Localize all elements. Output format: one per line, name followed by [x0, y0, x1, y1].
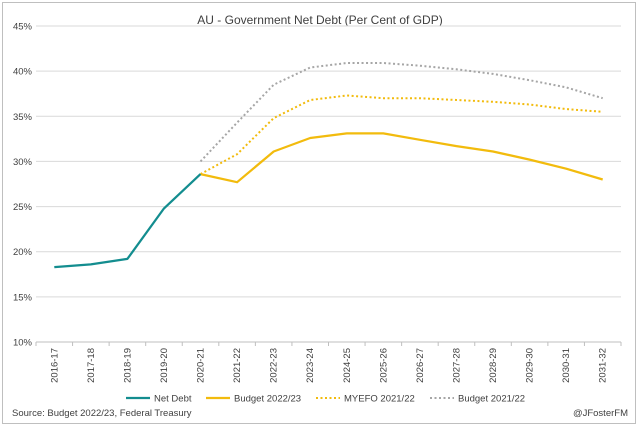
- x-axis: [35, 341, 622, 346]
- x-tick-label: 2031-32: [598, 348, 609, 383]
- author-credit: @JFosterFM: [573, 408, 628, 419]
- gridlines: [36, 25, 621, 343]
- legend-label: Budget 2022/23: [234, 394, 301, 405]
- x-tick-label: 2029-30: [525, 348, 536, 383]
- x-tick-label: 2016-17: [49, 348, 60, 383]
- legend: Net Debt Budget 2022/23 MYEFO 2021/22 Budge…: [126, 394, 525, 405]
- x-tick-label: 2030-31: [561, 348, 572, 383]
- x-tick-label: 2021-22: [232, 348, 243, 383]
- legend-label: Net Debt: [154, 394, 192, 405]
- legend-label: Budget 2021/22: [458, 394, 525, 405]
- series-line-budget-2022-23: [200, 132, 604, 184]
- legend-label: MYEFO 2021/22: [344, 394, 415, 405]
- x-tick-label: 2022-23: [269, 348, 280, 383]
- x-tick-label: 2025-26: [378, 348, 389, 383]
- series-line-net-debt: [54, 173, 202, 269]
- x-tick-label: 2020-21: [196, 348, 207, 383]
- x-tick-label: 2019-20: [159, 348, 170, 383]
- y-tick-label: 20%: [13, 247, 33, 258]
- y-tick-label: 30%: [13, 157, 33, 168]
- chart-title: AU - Government Net Debt (Per Cent of GD…: [197, 13, 442, 27]
- x-tick-label: 2026-27: [415, 348, 426, 383]
- x-tick-label: 2024-25: [342, 348, 353, 383]
- y-axis-tick-labels: 10% 15% 20% 25% 30% 35% 40% 45%: [13, 22, 33, 349]
- x-tick-label: 2023-24: [305, 348, 316, 383]
- series-line-myefo-2021-22: [200, 94, 603, 175]
- x-tick-label: 2027-28: [451, 348, 462, 383]
- y-tick-label: 15%: [13, 292, 33, 303]
- y-tick-label: 45%: [13, 22, 33, 33]
- x-tick-label: 2017-18: [86, 348, 97, 383]
- y-tick-label: 35%: [13, 112, 33, 123]
- y-tick-label: 25%: [13, 202, 33, 213]
- y-tick-label: 10%: [13, 338, 33, 349]
- series-line-budget-2021-22: [199, 62, 603, 163]
- x-tick-label: 2018-19: [122, 348, 133, 383]
- chart-frame: [2, 2, 636, 424]
- series-lines: [54, 62, 604, 269]
- y-tick-label: 40%: [13, 67, 33, 78]
- x-tick-label: 2028-29: [488, 348, 499, 383]
- source-note: Source: Budget 2022/23, Federal Treasury: [12, 408, 192, 419]
- x-axis-tick-labels: 2016-17 2017-18 2018-19 2019-20 2020-21 2021-…: [49, 348, 608, 383]
